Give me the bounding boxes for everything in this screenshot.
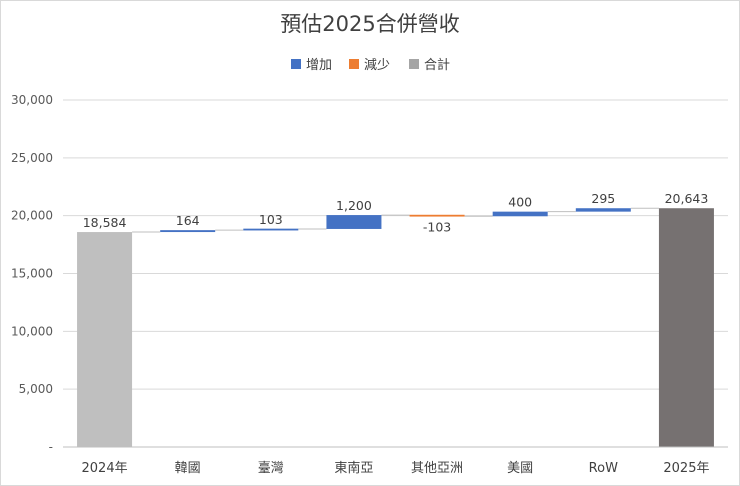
connector-lines [132, 207, 659, 233]
bar-7 [575, 208, 631, 212]
bar-4 [326, 215, 382, 229]
x-tick-label: 2024年 [82, 461, 128, 476]
legend-label: 增加 [306, 58, 332, 73]
data-label: 295 [591, 191, 615, 206]
bar-8 [658, 208, 714, 447]
x-axis: 2024年 韓國 臺灣 東南亞 其他亞洲 美國 RoW 2025年 [63, 446, 728, 476]
legend: 增加 減少 合計 [291, 57, 450, 73]
data-label: 103 [259, 212, 283, 227]
y-tick-label: 30,000 [11, 93, 53, 107]
x-tick-label: RoW [589, 461, 618, 476]
x-tick-label: 其他亞洲 [411, 461, 463, 476]
y-tick-label: 25,000 [11, 151, 53, 165]
legend-swatch [409, 59, 419, 69]
legend-swatch [291, 59, 301, 69]
bar-5 [409, 214, 465, 217]
legend-label: 合計 [424, 57, 450, 73]
bar-2 [160, 230, 216, 233]
x-tick-label: 東南亞 [334, 460, 373, 476]
y-tick-label: 10,000 [11, 324, 53, 338]
y-tick-label: 5,000 [19, 382, 53, 396]
y-tick-label: 20,000 [11, 209, 53, 223]
data-label: 18,584 [83, 215, 127, 230]
data-label: 20,643 [665, 191, 709, 206]
data-label: 1,200 [336, 198, 372, 213]
x-tick-label: 韓國 [175, 461, 201, 476]
x-tick-label: 美國 [507, 461, 533, 476]
gridlines [63, 99, 728, 448]
x-tick-label: 臺灣 [258, 461, 284, 476]
y-axis: - 5,000 10,000 15,000 20,000 25,000 30,000 [11, 93, 53, 454]
y-tick-label: - [49, 440, 53, 454]
data-label: 400 [508, 195, 532, 210]
data-label: -103 [423, 219, 451, 234]
y-tick-label: 15,000 [11, 267, 53, 281]
legend-label: 減少 [364, 57, 390, 73]
bars [77, 208, 714, 447]
chart-title: 預估2025合併營收 [280, 12, 459, 36]
x-tick-label: 2025年 [663, 461, 709, 476]
data-labels: 18,584 164 103 1,200 -103 400 295 20,643 [83, 191, 709, 234]
bar-1 [77, 232, 133, 447]
legend-swatch [349, 59, 359, 69]
bar-6 [492, 211, 548, 217]
data-label: 164 [176, 213, 200, 228]
bar-3 [243, 228, 299, 231]
